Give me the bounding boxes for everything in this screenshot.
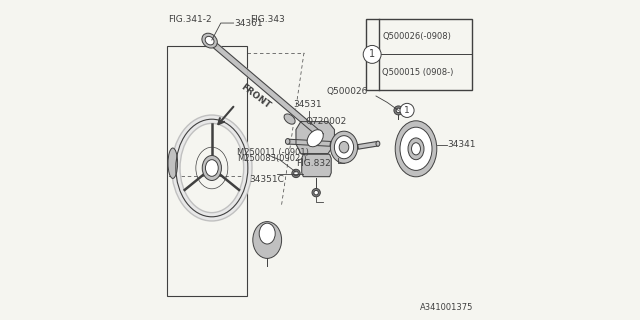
Ellipse shape bbox=[376, 141, 380, 146]
Ellipse shape bbox=[285, 139, 290, 144]
Text: M250011 (-0901): M250011 (-0901) bbox=[237, 148, 308, 157]
Text: FIG.341-2: FIG.341-2 bbox=[168, 15, 212, 24]
Text: M250083(0902-): M250083(0902-) bbox=[237, 154, 307, 163]
Text: FIG.832: FIG.832 bbox=[296, 159, 332, 168]
Ellipse shape bbox=[259, 223, 275, 244]
Polygon shape bbox=[358, 141, 378, 149]
Text: Q500015 (0908-): Q500015 (0908-) bbox=[383, 68, 454, 76]
Circle shape bbox=[396, 108, 401, 113]
Text: 34361: 34361 bbox=[234, 19, 263, 28]
Ellipse shape bbox=[400, 127, 432, 170]
Bar bbox=[366, 19, 472, 90]
Text: FIG.343: FIG.343 bbox=[250, 15, 285, 24]
Text: 34531: 34531 bbox=[294, 100, 322, 109]
Ellipse shape bbox=[412, 143, 420, 155]
Polygon shape bbox=[302, 154, 332, 177]
Ellipse shape bbox=[339, 141, 349, 153]
Polygon shape bbox=[287, 139, 331, 146]
Ellipse shape bbox=[408, 138, 424, 160]
Circle shape bbox=[312, 188, 321, 197]
Ellipse shape bbox=[205, 36, 214, 45]
Circle shape bbox=[400, 103, 414, 117]
Ellipse shape bbox=[202, 156, 221, 180]
Ellipse shape bbox=[284, 114, 295, 124]
Text: Q720002: Q720002 bbox=[306, 117, 347, 126]
Text: 34351C: 34351C bbox=[250, 175, 284, 184]
Ellipse shape bbox=[205, 160, 218, 176]
Text: 1: 1 bbox=[369, 49, 375, 60]
Ellipse shape bbox=[307, 130, 323, 147]
Ellipse shape bbox=[334, 136, 354, 159]
Circle shape bbox=[364, 45, 381, 63]
Text: 1: 1 bbox=[404, 106, 410, 115]
Circle shape bbox=[294, 171, 298, 176]
Text: Q500026: Q500026 bbox=[326, 87, 368, 96]
Circle shape bbox=[314, 190, 319, 195]
Circle shape bbox=[292, 169, 300, 178]
Text: FRONT: FRONT bbox=[239, 83, 273, 111]
Text: A341001375: A341001375 bbox=[420, 303, 474, 312]
Ellipse shape bbox=[396, 121, 437, 177]
Ellipse shape bbox=[330, 131, 358, 163]
Circle shape bbox=[394, 106, 403, 115]
Polygon shape bbox=[296, 122, 334, 154]
Ellipse shape bbox=[202, 33, 218, 48]
Polygon shape bbox=[207, 38, 323, 138]
Bar bbox=[167, 46, 247, 296]
Text: Q500026(-0908): Q500026(-0908) bbox=[383, 32, 451, 41]
Ellipse shape bbox=[253, 222, 282, 259]
Ellipse shape bbox=[168, 148, 178, 179]
Text: 34341: 34341 bbox=[447, 140, 476, 149]
